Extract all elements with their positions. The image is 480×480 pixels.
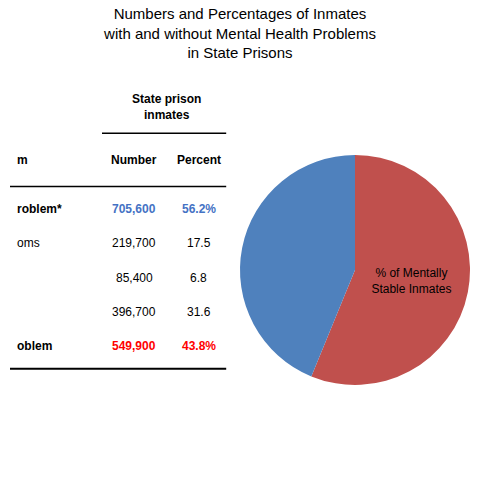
- svg-text:oms: oms: [17, 236, 40, 250]
- svg-text:6.8: 6.8: [190, 271, 207, 285]
- svg-text:31.6: 31.6: [187, 305, 211, 319]
- svg-text:549,900: 549,900: [112, 339, 156, 353]
- svg-text:State prisoninmates: State prisoninmates: [132, 92, 201, 122]
- svg-text:705,600: 705,600: [112, 202, 156, 216]
- svg-text:43.8%: 43.8%: [182, 339, 216, 353]
- svg-text:m: m: [17, 153, 28, 167]
- svg-text:oblem: oblem: [17, 339, 52, 353]
- svg-text:Number: Number: [111, 153, 157, 167]
- svg-text:Percent: Percent: [177, 153, 221, 167]
- svg-text:396,700: 396,700: [112, 305, 156, 319]
- svg-text:219,700: 219,700: [112, 236, 156, 250]
- svg-text:17.5: 17.5: [187, 236, 211, 250]
- svg-text:% of MentallyStable Inmates: % of MentallyStable Inmates: [371, 266, 451, 296]
- svg-text:56.2%: 56.2%: [182, 202, 216, 216]
- svg-text:85,400: 85,400: [116, 271, 153, 285]
- svg-text:Numbers and Percentages of Inm: Numbers and Percentages of Inmateswith a…: [103, 5, 376, 61]
- svg-text:roblem*: roblem*: [17, 202, 62, 216]
